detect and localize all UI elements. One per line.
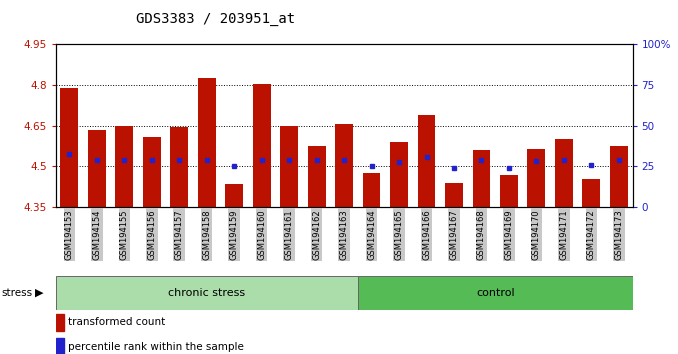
Bar <box>335 124 353 207</box>
Text: stress: stress <box>1 288 33 298</box>
Text: GSM194167: GSM194167 <box>450 209 458 260</box>
Text: GSM194154: GSM194154 <box>92 209 101 260</box>
Bar <box>555 139 573 207</box>
Bar <box>56 338 64 354</box>
Text: transformed count: transformed count <box>68 318 165 327</box>
Bar <box>56 314 64 331</box>
Text: GSM194161: GSM194161 <box>285 209 294 260</box>
Text: GSM194169: GSM194169 <box>504 209 513 260</box>
Text: GSM194162: GSM194162 <box>312 209 321 260</box>
Bar <box>363 173 380 207</box>
Text: GSM194158: GSM194158 <box>202 209 212 260</box>
Bar <box>253 84 271 207</box>
Bar <box>88 130 106 207</box>
Text: GDS3383 / 203951_at: GDS3383 / 203951_at <box>136 12 295 27</box>
Text: ▶: ▶ <box>35 288 44 298</box>
Bar <box>170 127 188 207</box>
Text: GSM194165: GSM194165 <box>395 209 403 260</box>
Text: GSM194153: GSM194153 <box>65 209 74 260</box>
Bar <box>115 126 133 207</box>
Text: GSM194163: GSM194163 <box>340 209 348 260</box>
Bar <box>610 146 628 207</box>
Text: GSM194155: GSM194155 <box>120 209 129 260</box>
Bar <box>280 126 298 207</box>
Bar <box>445 183 463 207</box>
Bar <box>500 175 518 207</box>
Text: GSM194170: GSM194170 <box>532 209 541 260</box>
Bar <box>225 184 243 207</box>
Text: GSM194156: GSM194156 <box>147 209 156 260</box>
Bar <box>198 78 216 207</box>
Text: GSM194171: GSM194171 <box>559 209 568 260</box>
Text: chronic stress: chronic stress <box>168 288 245 298</box>
Text: GSM194172: GSM194172 <box>587 209 596 260</box>
Text: GSM194164: GSM194164 <box>367 209 376 260</box>
Text: GSM194157: GSM194157 <box>175 209 184 260</box>
Text: GSM194160: GSM194160 <box>257 209 266 260</box>
Text: GSM194168: GSM194168 <box>477 209 486 260</box>
Bar <box>56 276 358 310</box>
Bar <box>582 178 600 207</box>
Bar <box>358 276 633 310</box>
Bar <box>418 115 435 207</box>
Text: GSM194159: GSM194159 <box>230 209 239 260</box>
Text: control: control <box>476 288 515 298</box>
Bar <box>60 88 78 207</box>
Bar <box>143 137 161 207</box>
Bar <box>527 149 545 207</box>
Text: GSM194166: GSM194166 <box>422 209 431 260</box>
Text: percentile rank within the sample: percentile rank within the sample <box>68 342 244 352</box>
Bar <box>390 142 408 207</box>
Bar <box>473 150 490 207</box>
Bar <box>308 146 325 207</box>
Text: GSM194173: GSM194173 <box>614 209 623 260</box>
